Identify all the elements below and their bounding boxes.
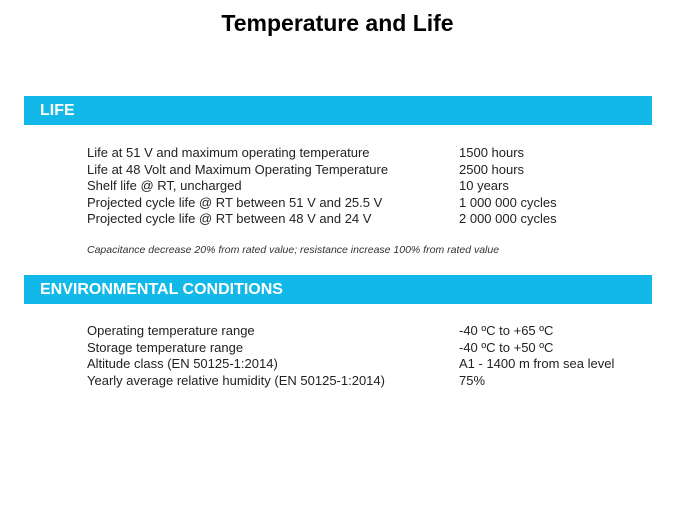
spec-row: Shelf life @ RT, uncharged 10 years <box>87 178 647 195</box>
spec-row: Altitude class (EN 50125-1:2014) A1 - 14… <box>87 356 647 373</box>
life-spec-list: Life at 51 V and maximum operating tempe… <box>87 145 647 228</box>
spec-value: A1 - 1400 m from sea level <box>459 356 615 372</box>
spec-label: Yearly average relative humidity (EN 501… <box>87 372 385 388</box>
life-footnote: Capacitance decrease 20% from rated valu… <box>87 244 500 256</box>
spec-value: -40 ºC to +65 ºC <box>459 323 554 338</box>
spec-label: Storage temperature range <box>87 339 244 355</box>
environment-section-header: ENVIRONMENTAL CONDITIONS <box>24 275 652 304</box>
spec-label: Shelf life @ RT, uncharged <box>87 178 242 194</box>
spec-value: 2500 hours <box>459 161 525 177</box>
spec-label: Projected cycle life @ RT between 48 V a… <box>87 211 372 227</box>
spec-value: 75% <box>459 372 486 388</box>
spec-label: Life at 48 Volt and Maximum Operating Te… <box>87 161 389 177</box>
spec-label: Altitude class (EN 50125-1:2014) <box>87 356 278 372</box>
spec-label: Projected cycle life @ RT between 51 V a… <box>87 194 383 210</box>
spec-value: 1500 hours <box>459 145 525 160</box>
spec-row: Projected cycle life @ RT between 48 V a… <box>87 211 647 228</box>
spec-value: 2 000 000 cycles <box>459 211 557 227</box>
spec-value: -40 ºC to +50 ºC <box>459 339 554 355</box>
spec-value: 10 years <box>459 178 509 194</box>
spec-row: Projected cycle life @ RT between 51 V a… <box>87 195 647 212</box>
spec-value: 1 000 000 cycles <box>459 194 557 210</box>
spec-row: Storage temperature range -40 ºC to +50 … <box>87 340 647 357</box>
spec-row: Operating temperature range -40 ºC to +6… <box>87 323 647 340</box>
spec-row: Yearly average relative humidity (EN 501… <box>87 373 647 390</box>
spec-label: Life at 51 V and maximum operating tempe… <box>87 145 370 160</box>
spec-row: Life at 51 V and maximum operating tempe… <box>87 145 647 162</box>
spec-row: Life at 48 Volt and Maximum Operating Te… <box>87 162 647 179</box>
environment-spec-list: Operating temperature range -40 ºC to +6… <box>87 323 647 389</box>
life-section-header: LIFE <box>24 96 652 125</box>
page-title: Temperature and Life <box>221 10 454 36</box>
spec-label: Operating temperature range <box>87 323 255 338</box>
